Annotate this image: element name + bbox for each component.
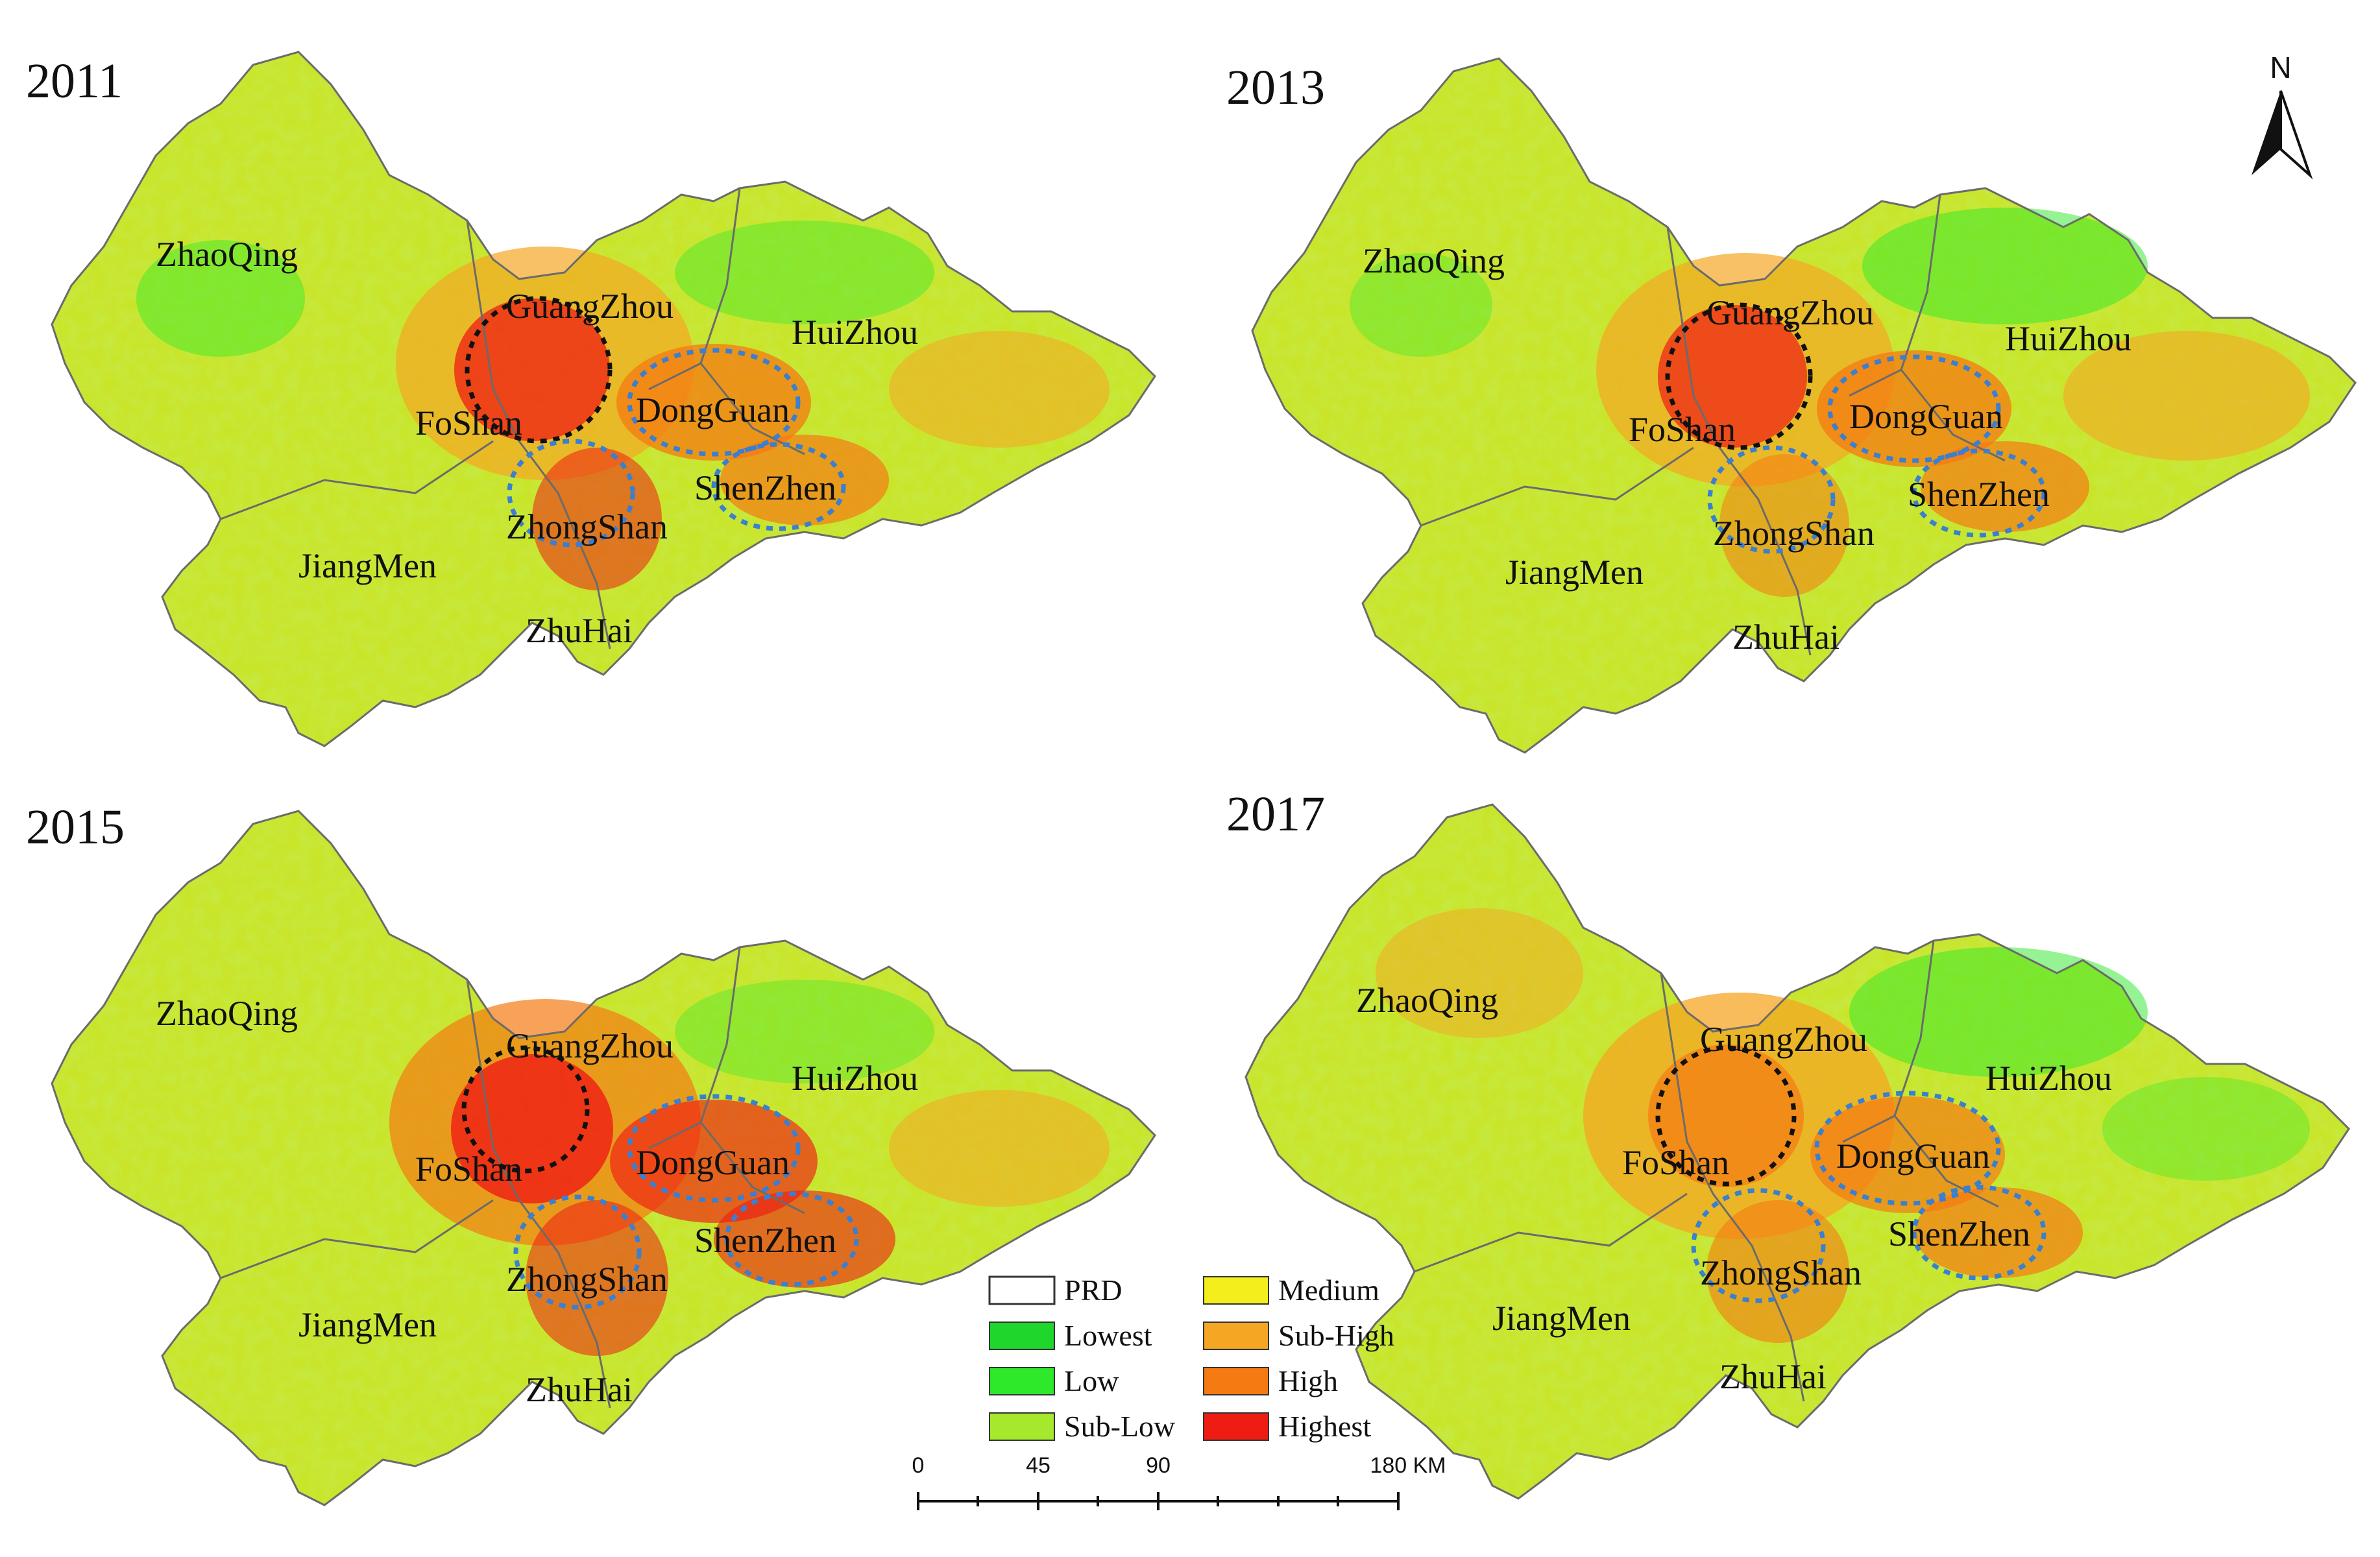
legend-item-lowest: Lowest: [989, 1319, 1152, 1352]
scale-tick-label: 90: [1146, 1453, 1171, 1478]
legend-item-medium: Medium: [1203, 1273, 1379, 1307]
city-label-zhuhai: ZhuHai: [1719, 1357, 1827, 1396]
city-label-zhaoqing: ZhaoQing: [1363, 241, 1505, 280]
city-label-guangzhou: GuangZhou: [1706, 293, 1874, 332]
legend-swatch: [1203, 1322, 1269, 1350]
city-label-guangzhou: GuangZhou: [506, 1026, 674, 1065]
city-label-jiangmen: JiangMen: [298, 546, 437, 585]
city-label-foshan: FoShan: [1622, 1143, 1729, 1182]
legend-item-sub-high: Sub-High: [1203, 1319, 1394, 1352]
legend-label: Low: [1064, 1364, 1119, 1397]
legend-label: Lowest: [1064, 1319, 1152, 1352]
city-label-zhongshan: ZhongShan: [1700, 1253, 1862, 1292]
city-label-shenzhen: ShenZhen: [694, 468, 836, 507]
hotspot-circle-shenzhen: [711, 442, 846, 531]
city-label-foshan: FoShan: [415, 404, 522, 442]
city-label-zhaoqing: ZhaoQing: [1356, 981, 1498, 1020]
legend-label: Highest: [1278, 1410, 1371, 1443]
city-label-foshan: FoShan: [1629, 410, 1736, 449]
legend-swatch: [989, 1367, 1055, 1395]
city-label-zhuhai: ZhuHai: [526, 611, 633, 650]
legend-label: Sub-Low: [1064, 1410, 1176, 1443]
scale-tick-label: 45: [1026, 1453, 1050, 1478]
city-label-dongguan: DongGuan: [636, 391, 790, 429]
panel-year: 2013: [1226, 60, 1325, 115]
legend-swatch: [1203, 1276, 1269, 1305]
legend-label: Medium: [1278, 1273, 1379, 1307]
city-label-jiangmen: JiangMen: [1492, 1299, 1631, 1338]
city-label-dongguan: DongGuan: [636, 1143, 790, 1182]
hotspot-circle-shenzhen: [724, 1191, 859, 1287]
hotspot-circle-shenzhen: [1912, 448, 2046, 538]
panel-year: 2015: [26, 800, 125, 854]
hotspot-circle-guangzhou: [1655, 1045, 1797, 1187]
panel-year: 2011: [26, 54, 123, 108]
legend-label: PRD: [1064, 1273, 1122, 1307]
map-panel-2017: 2017 ZhaoQing GuangZhou HuiZhou FoShan D…: [1226, 787, 2350, 1500]
hotspot-circle-guangzhou: [461, 1045, 590, 1174]
city-label-zhaoqing: ZhaoQing: [156, 235, 298, 274]
legend-item-low: Low: [989, 1364, 1119, 1397]
hotspot-circle-zhongshan: [513, 1194, 642, 1310]
city-label-zhongshan: ZhongShan: [506, 1260, 668, 1299]
hotspot-circle-guangzhou: [465, 296, 613, 444]
city-label-huizhou: HuiZhou: [1985, 1059, 2112, 1098]
hotspot-circle-zhongshan: [1691, 1188, 1826, 1303]
legend-swatch: [1203, 1367, 1269, 1395]
map-panel-2013: 2013 ZhaoQing GuangZhou HuiZhou FoShan D…: [1226, 57, 2357, 754]
panel-year: 2017: [1226, 787, 1325, 841]
city-label-zhuhai: ZhuHai: [1732, 618, 1840, 657]
city-label-shenzhen: ShenZhen: [1888, 1214, 2030, 1253]
legend-item-highest: Highest: [1203, 1410, 1371, 1443]
city-label-huizhou: HuiZhou: [792, 1059, 918, 1098]
city-label-dongguan: DongGuan: [1836, 1137, 1990, 1176]
city-label-guangzhou: GuangZhou: [1700, 1020, 1867, 1059]
hotspot-circle-dongguan: [627, 348, 801, 457]
hotspot-circle-zhongshan: [507, 439, 635, 548]
city-label-shenzhen: ShenZhen: [1908, 475, 2050, 514]
legend-label: Sub-High: [1278, 1319, 1394, 1352]
city-label-zhaoqing: ZhaoQing: [156, 994, 298, 1033]
legend-item-high: High: [1203, 1364, 1338, 1397]
city-label-jiangmen: JiangMen: [1505, 553, 1644, 592]
city-label-zhongshan: ZhongShan: [1713, 514, 1875, 553]
legend-item-prd: PRD: [988, 1273, 1122, 1307]
city-label-huizhou: HuiZhou: [792, 313, 918, 352]
map-panel-2015: 2015 ZhaoQing GuangZhou HuiZhou FoShan D…: [26, 800, 1156, 1506]
city-label-jiangmen: JiangMen: [298, 1305, 437, 1344]
map-panel-2011: 2011 ZhaoQing GuangZhou HuiZhou FoShan D…: [26, 51, 1156, 747]
city-label-shenzhen: ShenZhen: [694, 1221, 836, 1260]
legend-swatch: [1203, 1412, 1269, 1441]
city-label-zhuhai: ZhuHai: [526, 1370, 633, 1409]
city-label-huizhou: HuiZhou: [2005, 319, 2131, 358]
legend-swatch: [989, 1412, 1055, 1441]
scale-tick-label: 0: [912, 1453, 925, 1478]
hotspot-circle-dongguan: [1814, 1091, 2001, 1206]
legend-swatch: [988, 1275, 1056, 1305]
hotspot-circle-zhongshan: [1707, 445, 1836, 554]
city-label-zhongshan: ZhongShan: [506, 507, 668, 546]
scale-tick-label: 180 KM: [1370, 1453, 1446, 1478]
legend-item-sub-low: Sub-Low: [989, 1410, 1176, 1443]
hotspot-circle-shenzhen: [1912, 1185, 2046, 1281]
city-label-foshan: FoShan: [415, 1150, 522, 1189]
legend-swatch: [989, 1322, 1055, 1350]
north-arrow: N: [2252, 51, 2313, 180]
hotspot-circle-dongguan: [627, 1094, 801, 1203]
hotspot-circle-guangzhou: [1665, 302, 1813, 450]
legend-label: High: [1278, 1364, 1338, 1397]
scale-bar: 0 45 90 180 KM: [912, 1453, 1446, 1510]
north-label: N: [2270, 51, 2291, 84]
city-label-guangzhou: GuangZhou: [506, 287, 674, 326]
hotspot-circle-dongguan: [1827, 354, 2001, 463]
legend: PRD Lowest Low Sub-Low Medium Sub-High H…: [988, 1273, 1394, 1443]
city-label-dongguan: DongGuan: [1849, 397, 2003, 436]
